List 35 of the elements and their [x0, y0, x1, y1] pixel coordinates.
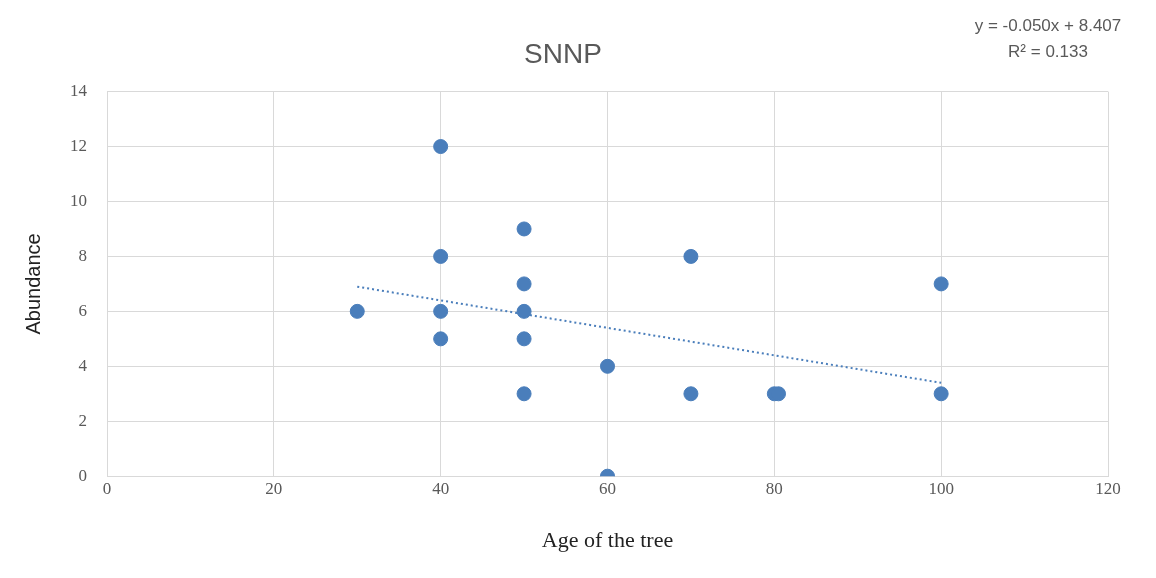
y-tick-label: 14: [70, 81, 88, 101]
text: R² = 0.133: [1008, 42, 1088, 62]
point: [349, 303, 365, 319]
point: [683, 386, 699, 402]
point: [516, 303, 532, 319]
y-tick-label: 12: [70, 136, 87, 156]
y-axis-title: Abundance: [21, 233, 44, 335]
y-tick-label: 4: [78, 355, 88, 375]
point: [433, 303, 449, 319]
point: [683, 248, 699, 264]
x-tick-label: 40: [432, 478, 450, 498]
point: [433, 139, 449, 155]
x-tick-label: 60: [599, 478, 616, 498]
point: [516, 386, 532, 402]
x-tick-label: 120: [1095, 478, 1121, 498]
point: [933, 276, 949, 292]
chart-title: SNNP: [524, 37, 602, 69]
text: y = -0.050x + 8.407: [974, 16, 1122, 36]
x-tick-label: 0: [102, 478, 112, 498]
y-tick-label: 6: [78, 300, 87, 320]
point: [516, 276, 532, 292]
x-tick-label: 100: [928, 478, 954, 498]
point: [516, 331, 532, 347]
y-tick-label: 8: [78, 245, 87, 265]
y-tick-label: 10: [70, 190, 87, 210]
y-tick-label: 2: [78, 410, 87, 430]
point: [516, 221, 532, 237]
x-tick-label: 80: [765, 478, 783, 498]
y-tick-label: 0: [78, 465, 87, 485]
point: [433, 331, 449, 347]
point: [433, 248, 449, 264]
x-axis-title: Age of the tree: [541, 526, 674, 552]
point: [600, 358, 615, 374]
x-tick-label: 20: [265, 478, 283, 498]
point: [933, 386, 949, 402]
